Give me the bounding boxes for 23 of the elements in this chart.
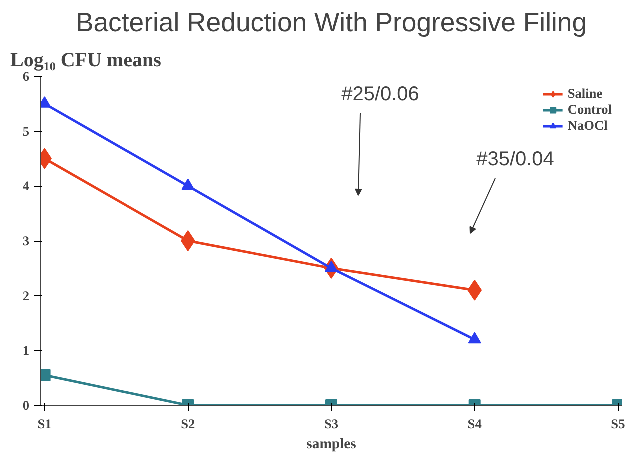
x-tick-label: S4 [468,416,482,432]
y-tick-label: 1 [22,343,30,358]
legend-label: NaOCl [568,118,608,134]
point [182,178,195,190]
x-tick-label: S2 [181,416,196,432]
x-tick-label: S5 [611,416,626,432]
annotation: #25/0.06 [342,84,420,106]
point [180,230,196,252]
chart-title: Bacterial Reduction With Progressive Filing [76,8,588,38]
y-tick-label: 4 [22,178,30,194]
y-tick-label: 3 [22,234,30,248]
x-tick-label: S1 [38,416,52,432]
annotation: #35/0.04 [476,148,554,170]
y-tick-label: 5 [22,124,30,139]
y-tick-label: 2 [22,288,30,304]
legend-label: Saline [568,86,603,102]
point [468,332,482,344]
y-tick-label: 6 [22,69,30,84]
x-tick-label: S3 [324,416,339,432]
y-axis-title: Log₁₀ CFU means [10,50,162,72]
legend-label: Control [568,102,612,118]
y-tick-label: 0 [22,398,30,413]
x-axis-title: samples [306,436,357,452]
